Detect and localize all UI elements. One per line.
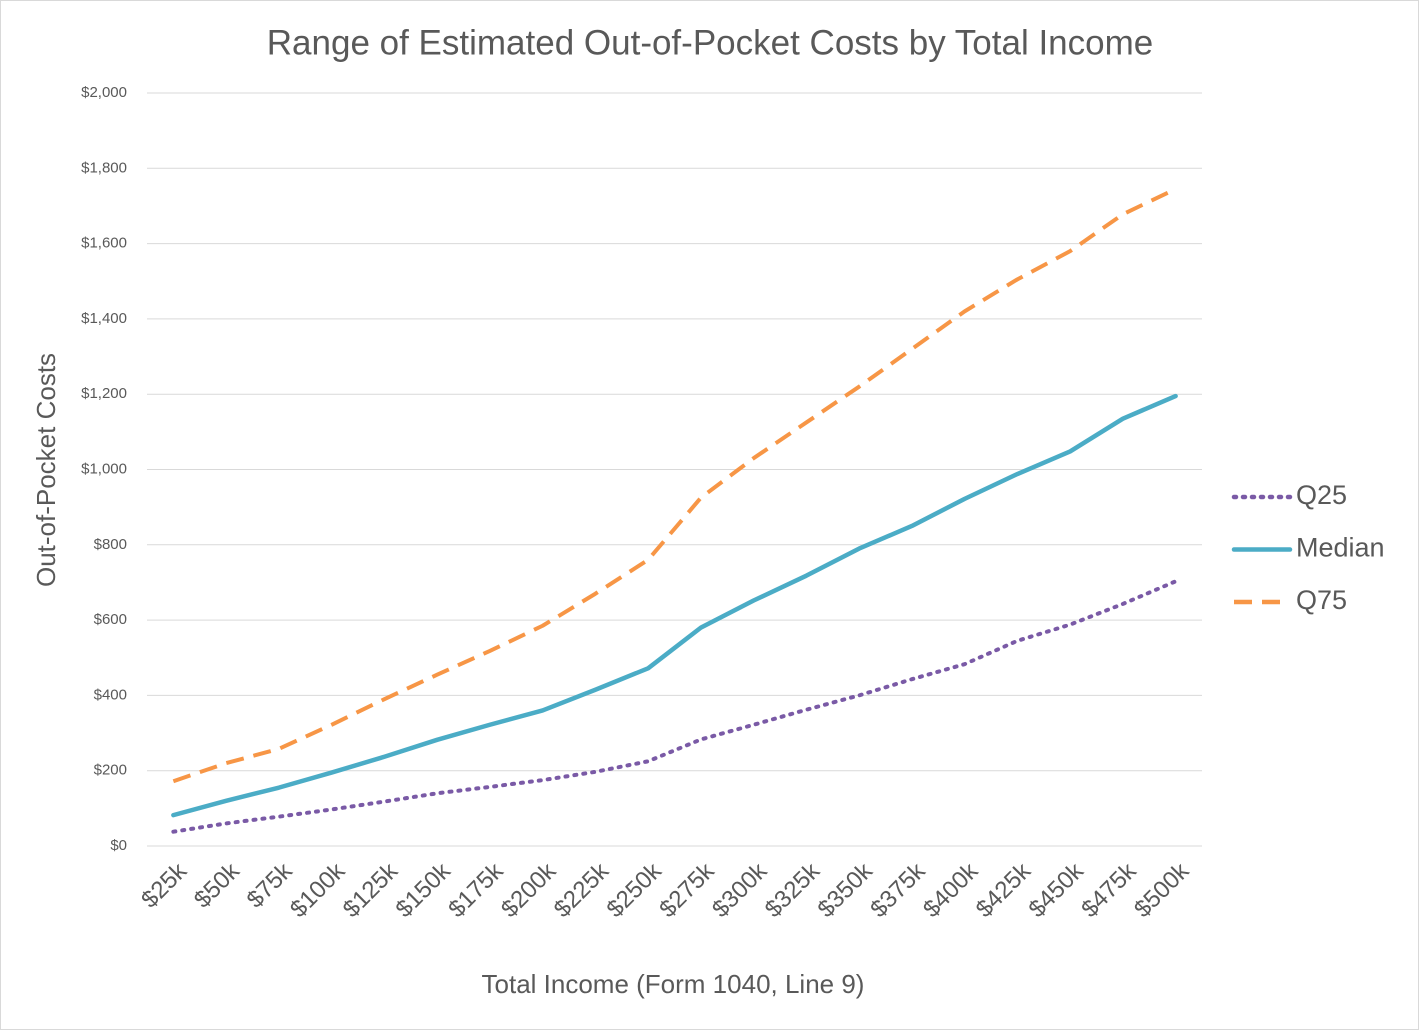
y-axis-title: Out-of-Pocket Costs (31, 353, 61, 587)
y-tick-label: $1,600 (81, 235, 127, 252)
legend-label: Q75 (1296, 585, 1347, 615)
y-tick-label: $0 (110, 837, 127, 854)
y-tick-label: $1,800 (81, 159, 127, 176)
y-tick-label: $2,000 (81, 84, 127, 101)
y-tick-label: $400 (94, 686, 127, 703)
y-tick-label: $600 (94, 611, 127, 628)
y-tick-label: $1,000 (81, 460, 127, 477)
y-tick-label: $800 (94, 536, 127, 553)
y-tick-label: $200 (94, 762, 127, 779)
x-axis-title: Total Income (Form 1040, Line 9) (482, 969, 865, 999)
line-series (172, 187, 1177, 784)
line-series (171, 393, 1178, 818)
legend-label: Median (1296, 533, 1385, 563)
chart-title: Range of Estimated Out-of-Pocket Costs b… (267, 23, 1153, 62)
y-tick-label: $1,200 (81, 385, 127, 402)
y-tick-label: $1,400 (81, 310, 127, 327)
legend-label: Q25 (1296, 480, 1347, 510)
